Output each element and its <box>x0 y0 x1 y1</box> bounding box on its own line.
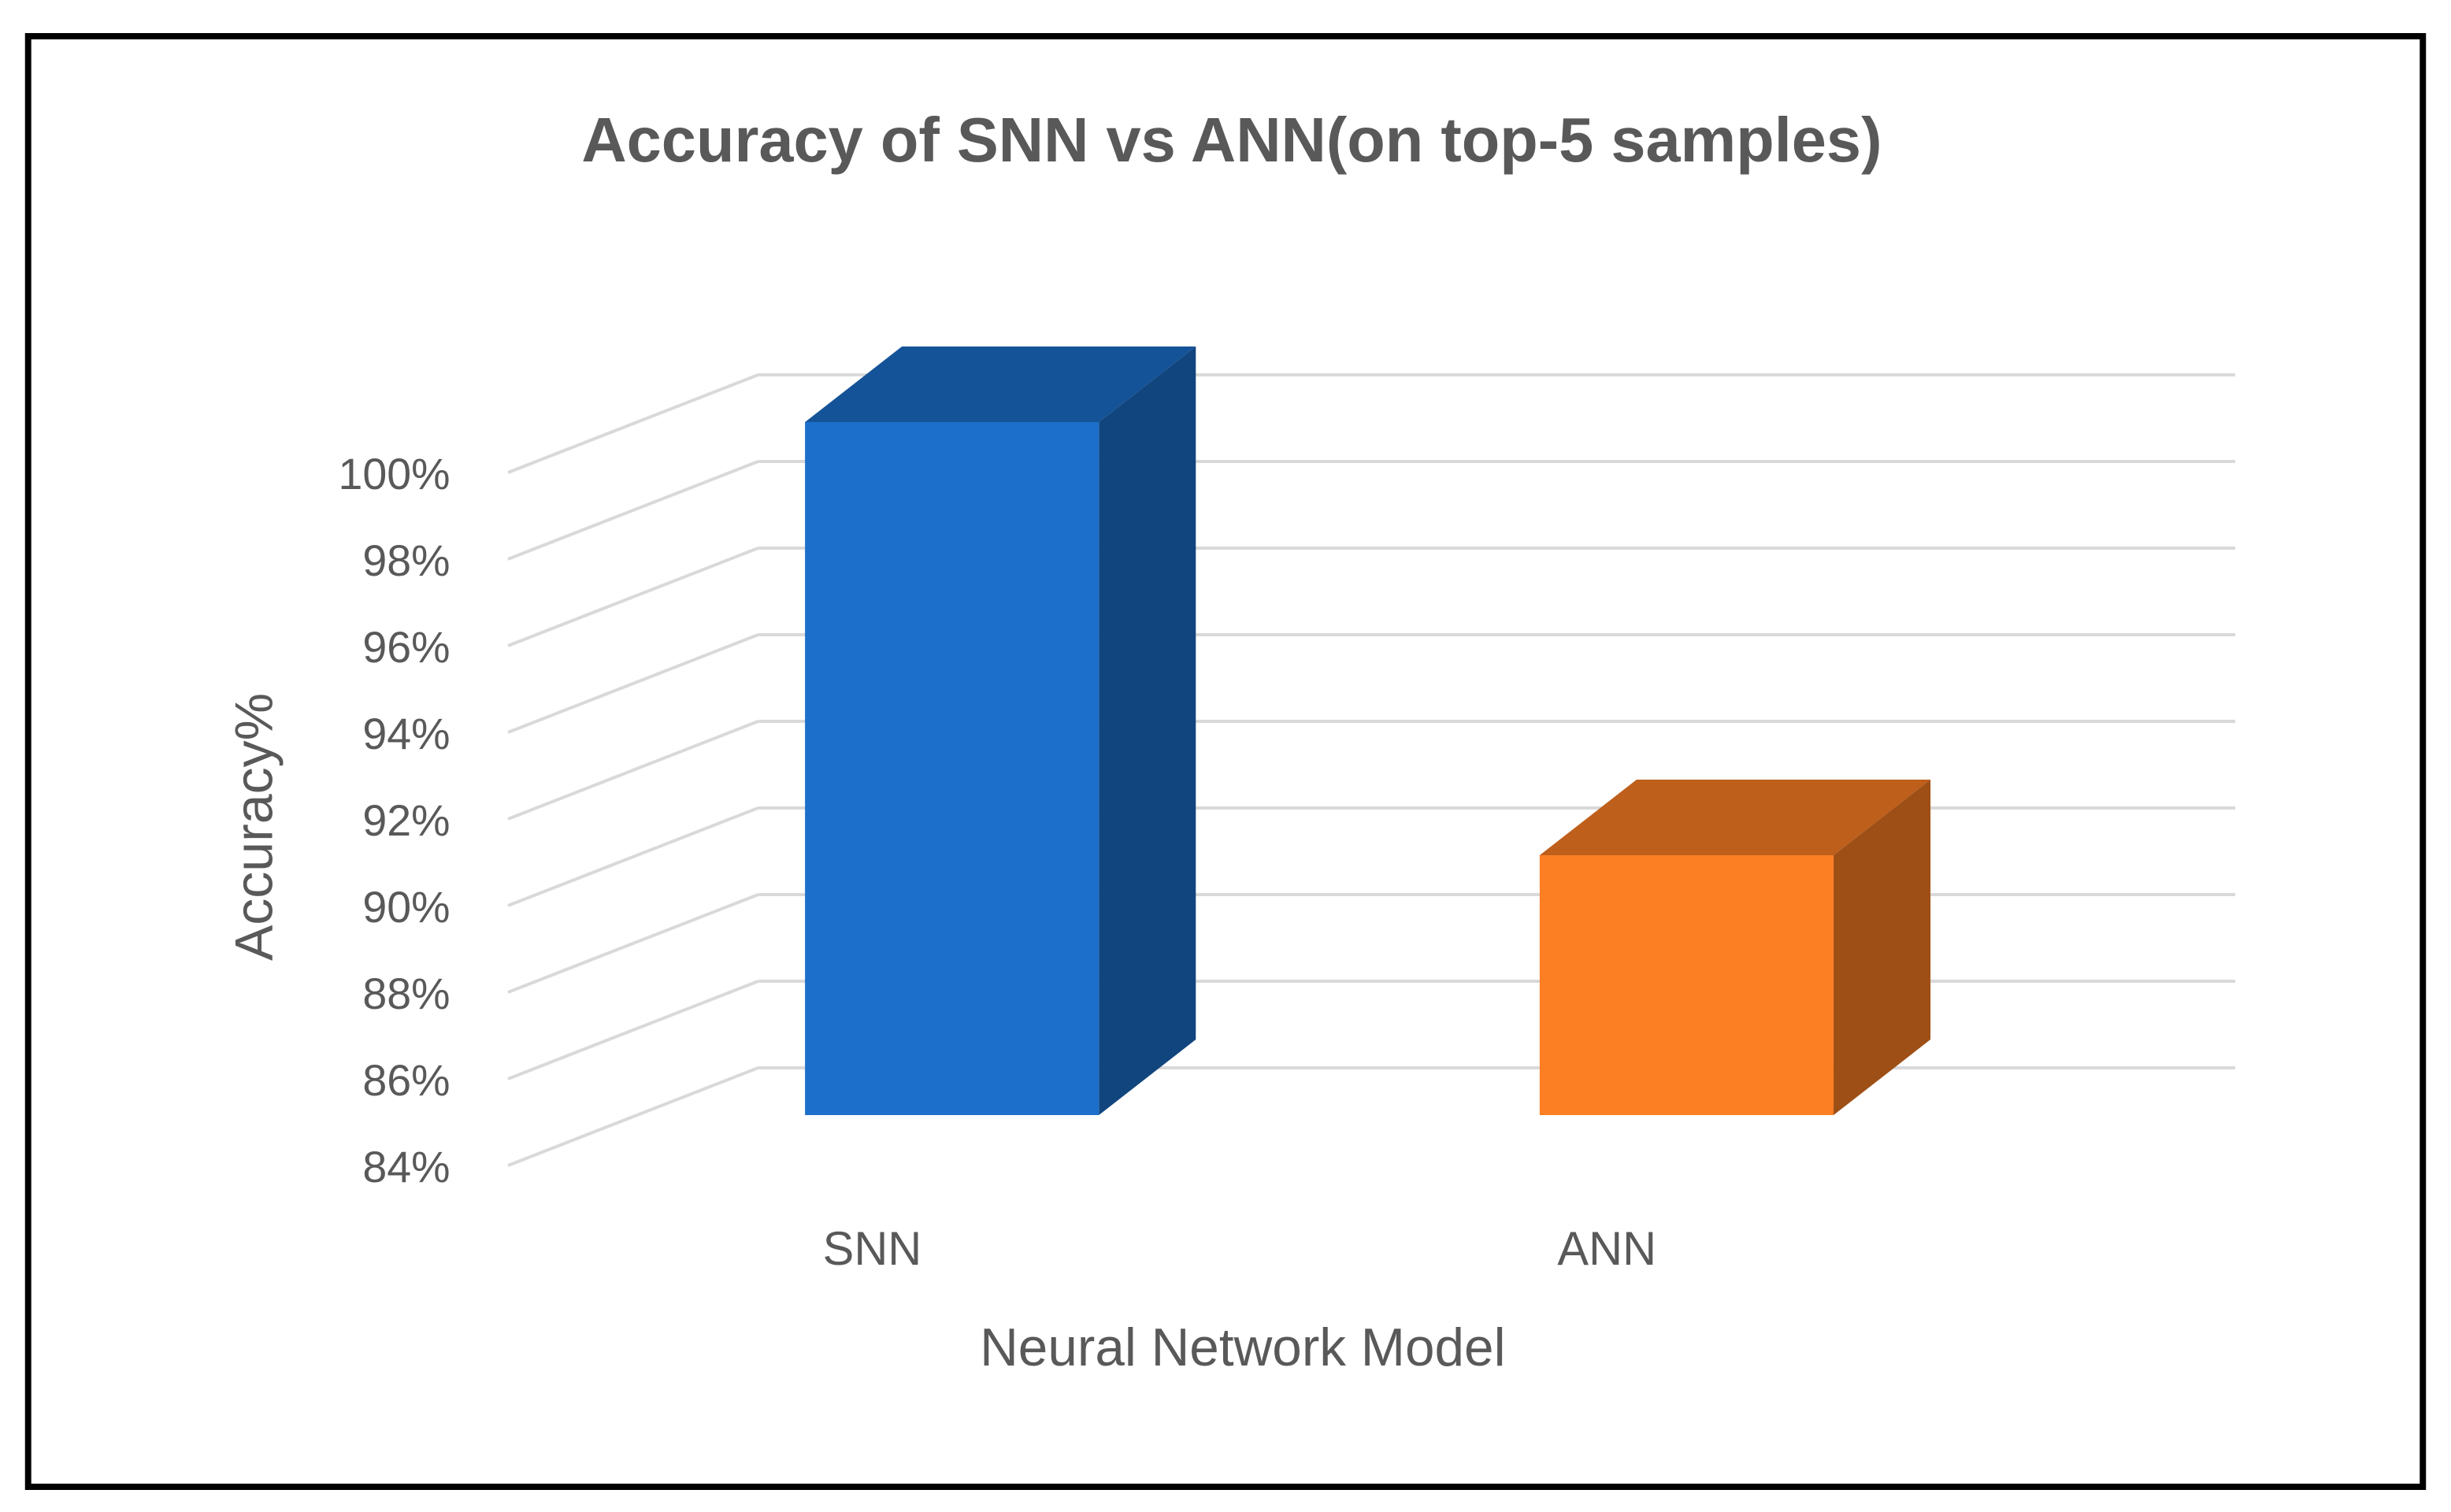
grid-line <box>507 980 759 1080</box>
x-tick-label: ANN <box>1557 1222 1656 1275</box>
chart-title: Accuracy of SNN vs ANN(on top-5 samples) <box>581 105 1882 175</box>
y-axis-title: Accuracy% <box>225 693 284 961</box>
bar-side <box>1099 346 1196 1115</box>
chart-border <box>24 33 2427 1490</box>
grid-line <box>507 547 759 647</box>
y-tick-label: 90% <box>362 883 450 932</box>
y-tick-label: 92% <box>362 796 450 845</box>
y-tick-label: 84% <box>362 1143 450 1191</box>
bar-top <box>1539 780 1931 855</box>
y-tick-label: 100% <box>339 450 451 498</box>
y-tick-label: 98% <box>362 536 450 585</box>
bar-side <box>1834 780 1931 1115</box>
grid-line <box>507 633 759 734</box>
x-axis-title: Neural Network Model <box>980 1318 1505 1377</box>
grid-line <box>507 720 759 821</box>
bar <box>805 422 1099 1115</box>
bar <box>1539 855 1834 1115</box>
y-tick-label: 94% <box>362 710 450 758</box>
y-tick-label: 88% <box>362 969 450 1018</box>
y-tick-label: 86% <box>362 1056 450 1105</box>
x-tick-label: SNN <box>823 1222 922 1275</box>
grid-line <box>507 806 759 907</box>
grid-line <box>507 893 759 994</box>
y-tick-label: 96% <box>362 623 450 672</box>
bar-top <box>805 346 1196 422</box>
grid-line <box>507 373 759 474</box>
grid-line <box>507 460 759 561</box>
grid-line <box>507 1066 759 1167</box>
